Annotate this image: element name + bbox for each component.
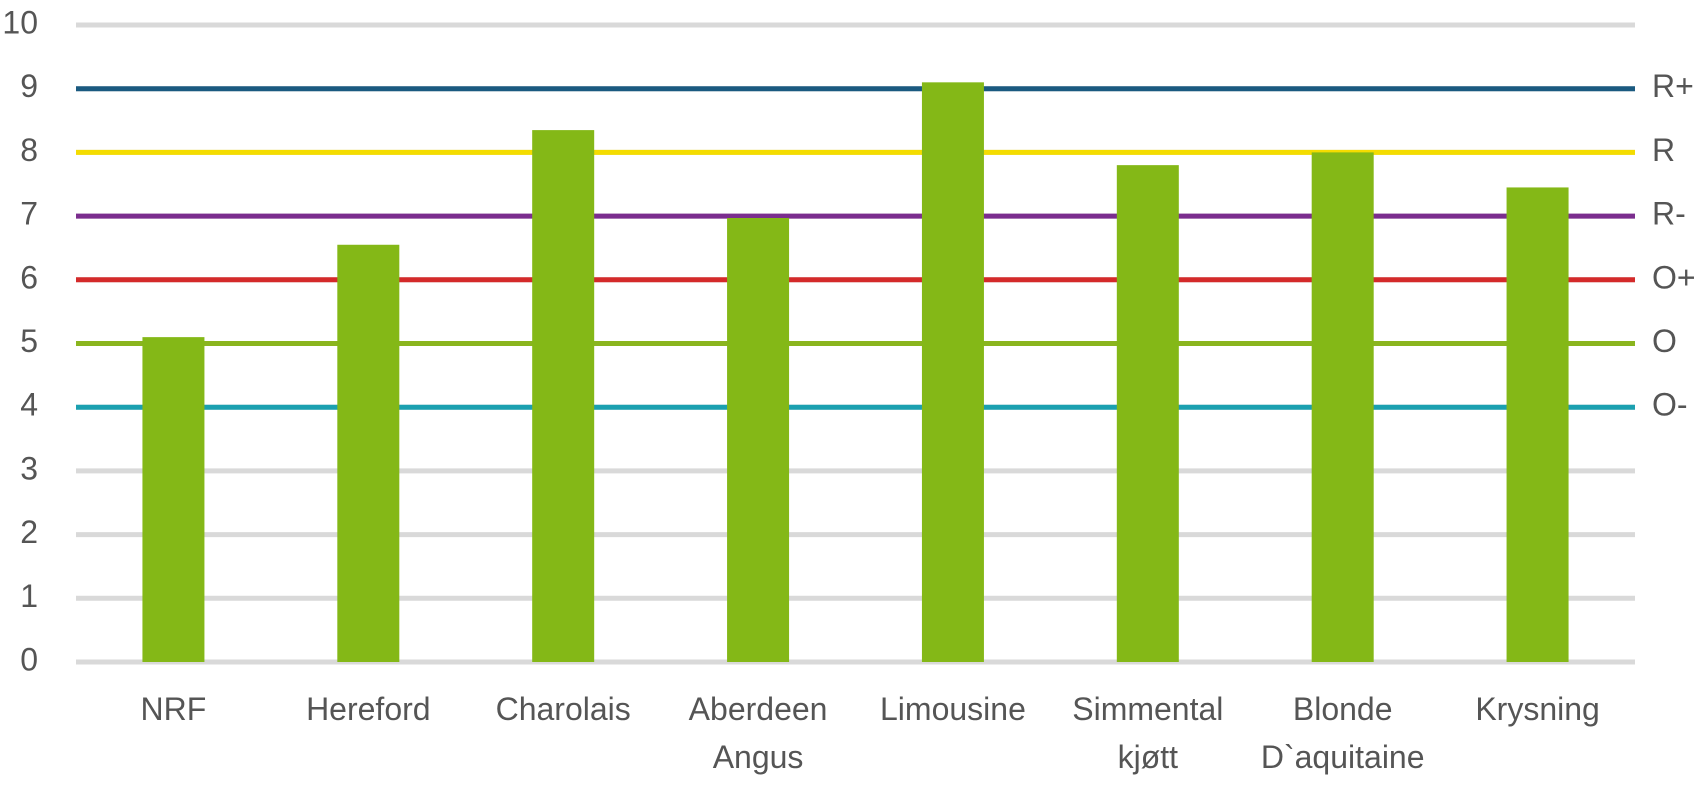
x-tick-label: Charolais — [496, 691, 631, 727]
bar — [532, 130, 595, 663]
y-tick-label: 0 — [20, 641, 38, 677]
x-tick-label-line: Limousine — [880, 691, 1026, 727]
x-tick-label-line: kjøtt — [1118, 739, 1179, 775]
y-tick-label: 5 — [20, 323, 38, 359]
reference-label: O- — [1652, 387, 1688, 423]
x-tick-label: Blonde D`aquitaine — [1261, 691, 1425, 775]
reference-label: R- — [1652, 196, 1686, 232]
reference-label: R — [1652, 132, 1675, 168]
bar — [921, 82, 984, 662]
x-tick-label: Simmental kjøtt — [1072, 691, 1223, 775]
x-tick-label: Aberdeen Angus — [689, 691, 828, 775]
y-tick-label: 2 — [20, 514, 38, 550]
y-tick-label: 8 — [20, 132, 38, 168]
x-tick-label-line: Simmental — [1072, 691, 1223, 727]
x-tick-label-line: Charolais — [496, 691, 631, 727]
x-tick-label: Krysning — [1475, 691, 1600, 727]
y-tick-label: 1 — [20, 578, 38, 614]
bar — [1311, 152, 1374, 662]
reference-label: O+ — [1652, 259, 1696, 295]
x-tick-label-line: Aberdeen — [689, 691, 828, 727]
x-tick-label-line: NRF — [141, 691, 207, 727]
bar — [1116, 165, 1179, 662]
y-tick-label: 3 — [20, 450, 38, 486]
x-tick-label-line: Hereford — [306, 691, 431, 727]
x-tick-label: Limousine — [880, 691, 1026, 727]
reference-label: R+ — [1652, 68, 1694, 104]
y-tick-label: 10 — [2, 4, 38, 40]
y-tick-label: 7 — [20, 196, 38, 232]
y-tick-label: 6 — [20, 259, 38, 295]
x-tick-label-line: D`aquitaine — [1261, 739, 1425, 775]
x-tick-label-line: Angus — [713, 739, 804, 775]
x-tick-label: NRF — [141, 691, 207, 727]
bar — [727, 218, 790, 663]
y-tick-label: 9 — [20, 68, 38, 104]
x-tick-label-line: Krysning — [1475, 691, 1600, 727]
reference-label: O — [1652, 323, 1677, 359]
x-tick-label: Hereford — [306, 691, 431, 727]
bar — [1506, 187, 1569, 662]
bar — [142, 337, 205, 662]
bar — [337, 244, 400, 662]
x-tick-label-line: Blonde — [1293, 691, 1393, 727]
y-tick-label: 4 — [20, 387, 38, 423]
